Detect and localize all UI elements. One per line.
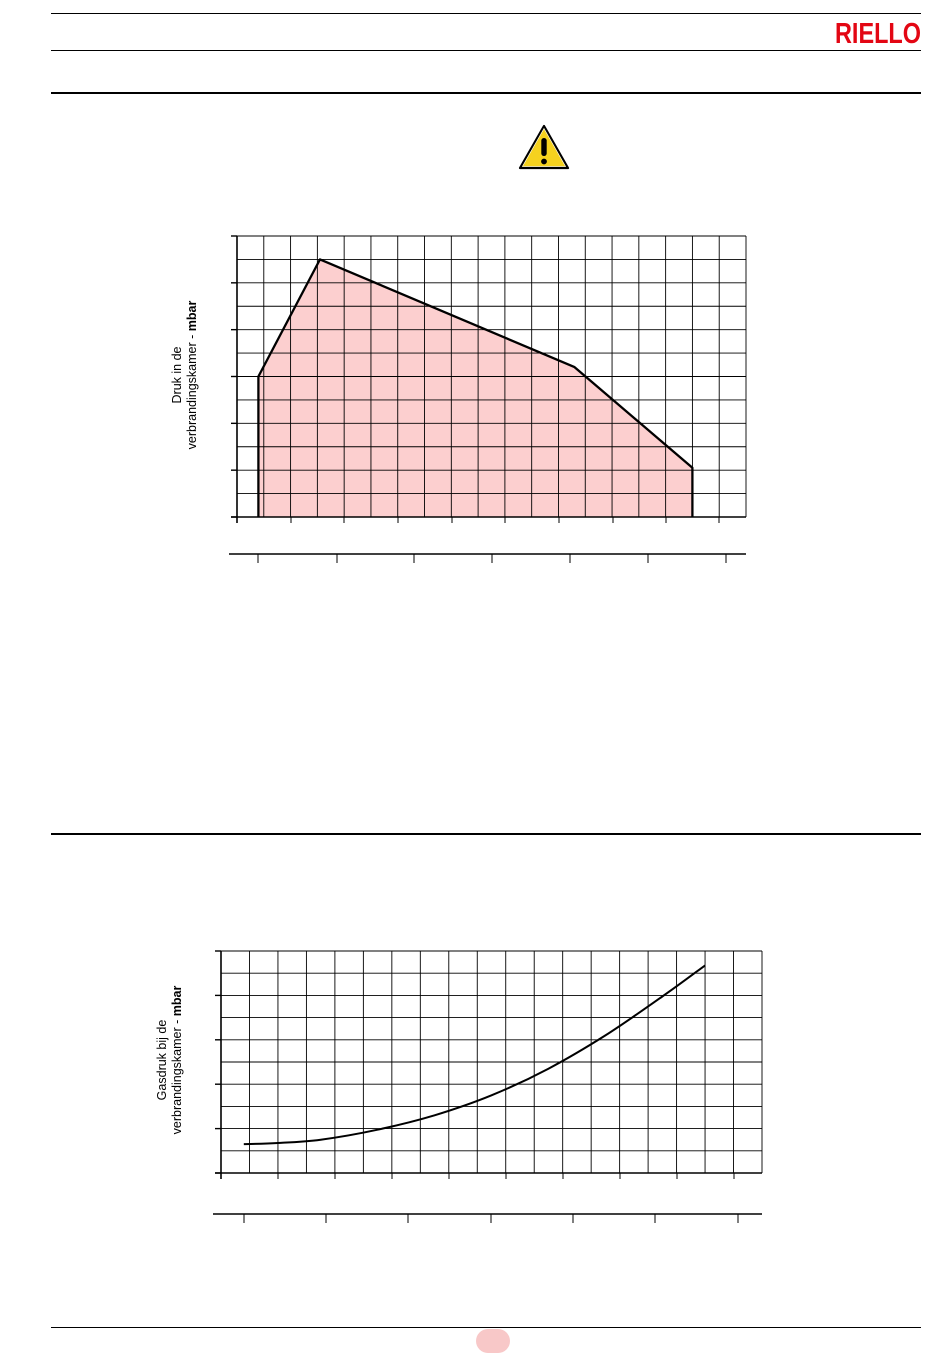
page-number-badge <box>476 1329 510 1353</box>
chart2-y-axis-unit: mbar <box>170 985 184 1017</box>
section-rule-top <box>51 92 921 94</box>
brand-logo: RIELLO <box>835 20 921 46</box>
chart2-y-axis-label: Gasdruk bij de verbrandingskamer - mbar <box>155 975 185 1145</box>
chart1-area-fill <box>258 259 693 517</box>
chart2-data-curve <box>243 964 706 1146</box>
chart1-envelope-line <box>257 258 694 517</box>
brand-logo-text: RIELLO <box>835 20 921 46</box>
footer-rule <box>51 1327 921 1328</box>
chart2-y-axis-label-line1: Gasdruk bij de <box>155 1019 169 1101</box>
section-rule-middle <box>51 833 921 835</box>
header-top-rule <box>51 13 921 14</box>
header-bottom-rule <box>51 50 921 51</box>
warning-triangle-icon <box>518 124 570 170</box>
chart2-y-axis-label-line2: verbrandingskamer - <box>170 1016 184 1135</box>
